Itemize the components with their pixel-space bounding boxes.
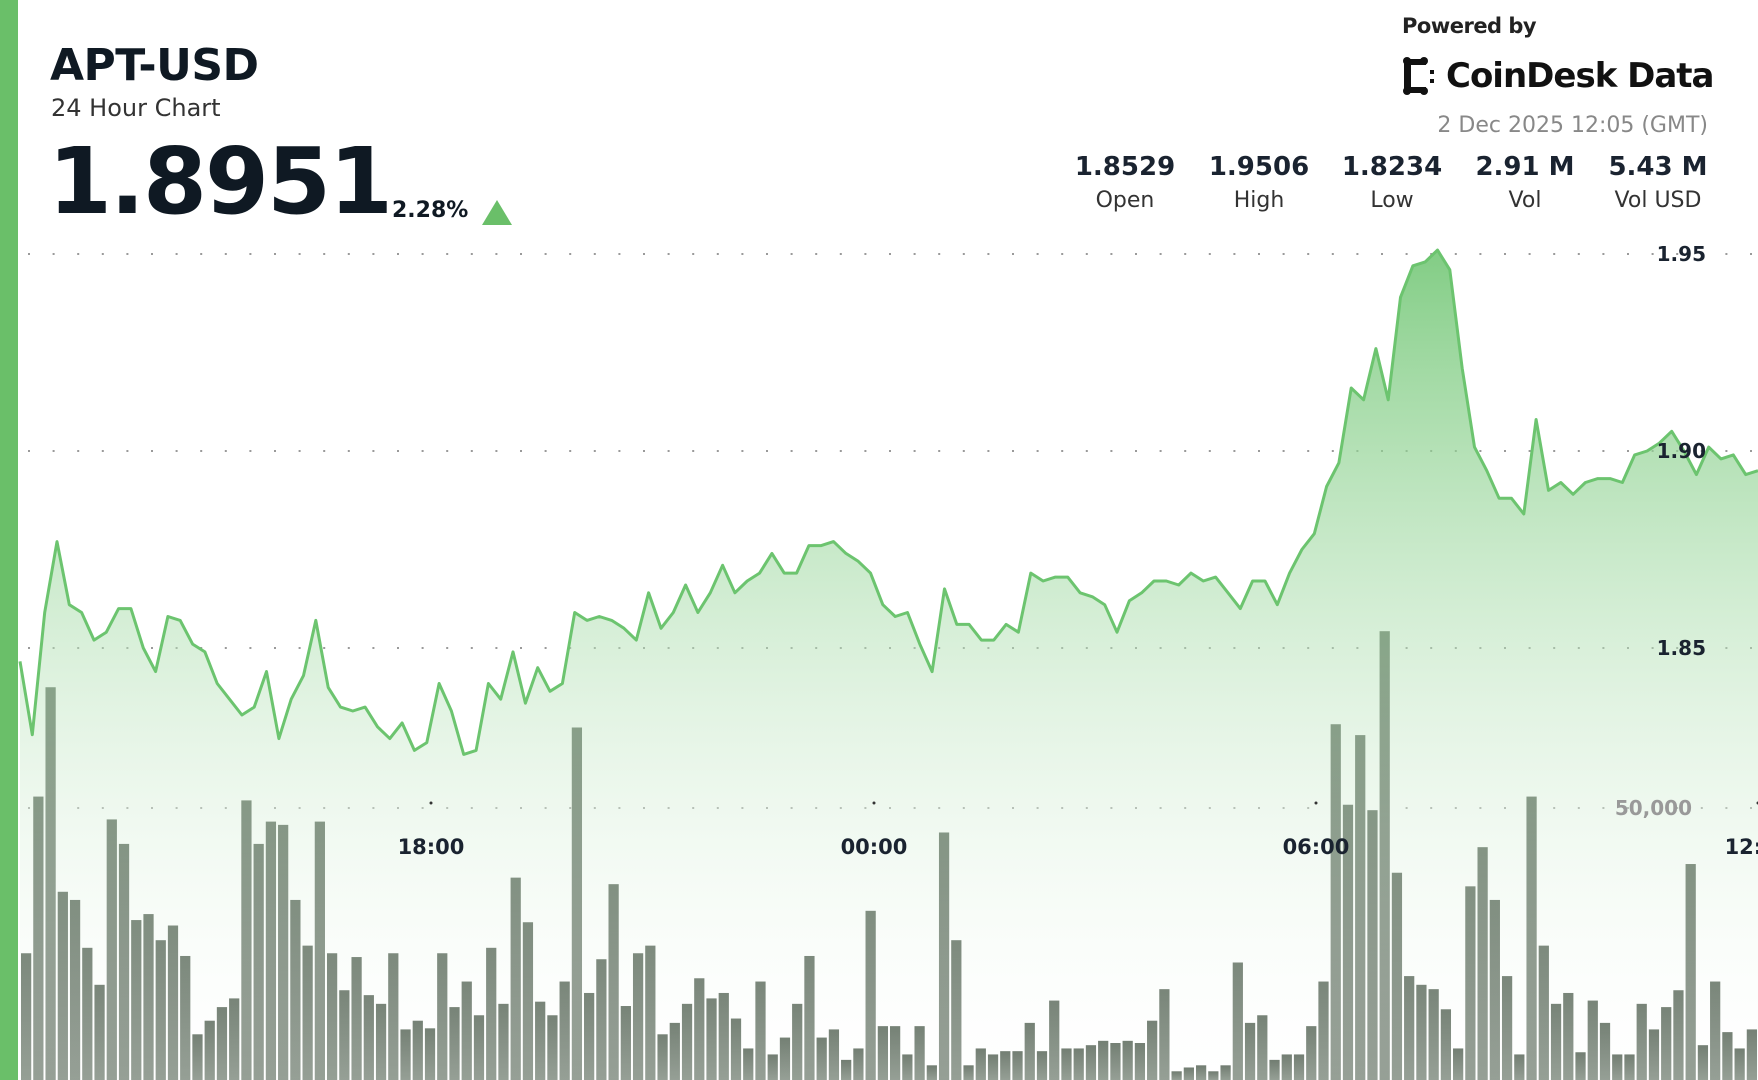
stat-value: 1.9506 bbox=[1208, 152, 1310, 182]
stat-value: 1.8529 bbox=[1074, 152, 1176, 182]
coindesk-data-logo: CoinDesk Data bbox=[1402, 56, 1714, 96]
time-tick-label: 18:00 bbox=[398, 835, 465, 859]
stat-vol: 2.91 M Vol bbox=[1460, 152, 1590, 213]
stat-label: Low bbox=[1370, 188, 1414, 213]
accent-bar bbox=[0, 0, 18, 1080]
stat-label: Open bbox=[1095, 188, 1155, 213]
stat-value: 5.43 M bbox=[1608, 152, 1708, 182]
price-change-percent: 2.28% bbox=[392, 198, 469, 223]
stat-label: Vol USD bbox=[1614, 188, 1702, 213]
stat-vol-usd: 5.43 M Vol USD bbox=[1593, 152, 1723, 213]
stat-value: 2.91 M bbox=[1475, 152, 1575, 182]
coindesk-logo-icon bbox=[1403, 57, 1434, 95]
price-tick-label: 1.95 bbox=[1657, 242, 1706, 266]
up-arrow-icon bbox=[482, 200, 512, 225]
price-tick-label: 1.90 bbox=[1657, 439, 1706, 463]
timestamp: 2 Dec 2025 12:05 (GMT) bbox=[1437, 113, 1708, 138]
time-tick-label: 12:00 bbox=[1725, 835, 1758, 859]
symbol-title: APT-USD bbox=[50, 40, 259, 91]
chart-subtitle: 24 Hour Chart bbox=[51, 94, 221, 122]
powered-by-label: Powered by bbox=[1402, 14, 1537, 38]
price-tick-label: 1.85 bbox=[1657, 636, 1706, 660]
x-tick-mark bbox=[429, 801, 433, 805]
price-area bbox=[20, 250, 1758, 1080]
brand-name: CoinDesk Data bbox=[1446, 56, 1714, 96]
stat-value: 1.8234 bbox=[1341, 152, 1443, 182]
time-tick-label: 00:00 bbox=[841, 835, 908, 859]
x-tick-mark bbox=[872, 801, 876, 805]
stat-low: 1.8234 Low bbox=[1327, 152, 1457, 213]
stat-label: Vol bbox=[1508, 188, 1542, 213]
stat-high: 1.9506 High bbox=[1194, 152, 1324, 213]
volume-tick-label: 50,000 bbox=[1615, 796, 1692, 820]
time-tick-label: 06:00 bbox=[1283, 835, 1350, 859]
current-price: 1.8951 bbox=[48, 128, 393, 235]
price-line bbox=[18, 248, 1758, 756]
stat-label: High bbox=[1233, 188, 1285, 213]
stat-open: 1.8529 Open bbox=[1060, 152, 1190, 213]
x-tick-mark bbox=[1314, 801, 1318, 805]
